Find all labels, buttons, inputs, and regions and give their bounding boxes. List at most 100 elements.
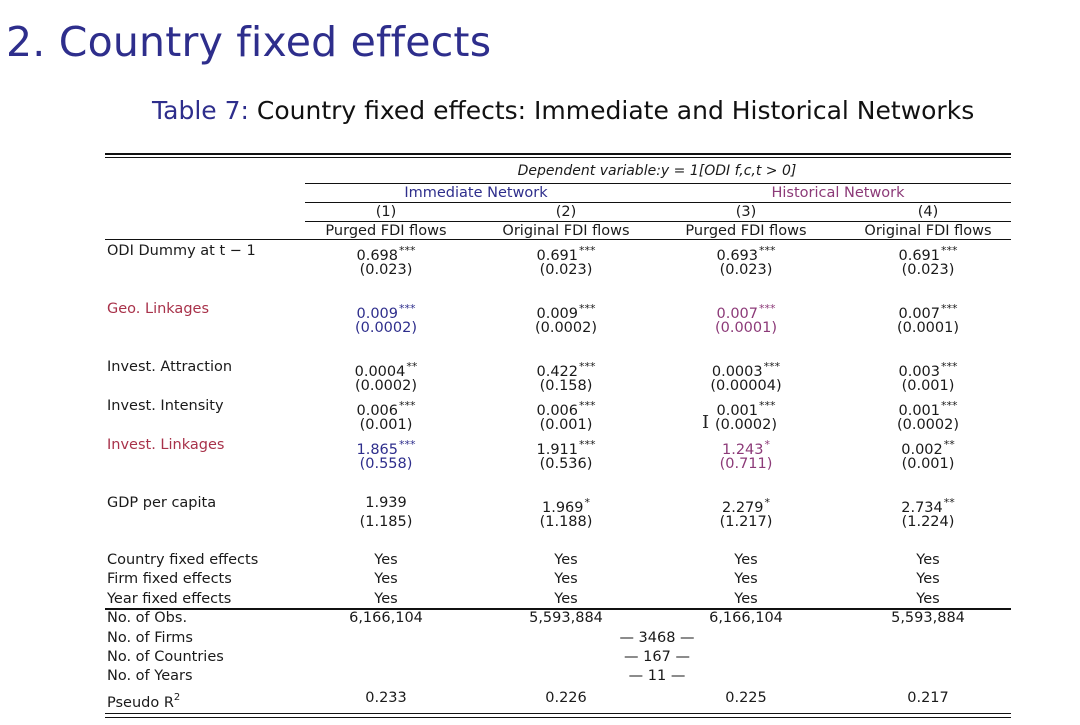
standard-error-cell: (1.217) xyxy=(719,514,773,530)
significance-stars: ** xyxy=(406,360,418,373)
significance-stars: *** xyxy=(399,399,416,412)
group-historical: Historical Network xyxy=(771,185,905,201)
significance-stars: *** xyxy=(399,302,416,315)
coefficient-value: 0.001 xyxy=(898,403,941,419)
coefficient-cell: 0.691*** xyxy=(898,242,957,265)
coefficient-value: 0.422 xyxy=(536,364,579,380)
standard-error-cell: (0.558) xyxy=(359,456,413,472)
standard-error-cell: (1.224) xyxy=(901,514,955,530)
fixed-effect-value: Yes xyxy=(916,552,940,568)
standard-error-cell: (0.536) xyxy=(539,456,593,472)
significance-stars: ** xyxy=(943,438,955,451)
fixed-effect-value: Yes xyxy=(734,552,758,568)
coefficient-cell: 1.243* xyxy=(722,436,770,459)
coefficient-cell: 0.003*** xyxy=(898,358,957,381)
coefficient-value: 0.0004 xyxy=(354,364,406,380)
standard-error-cell: (0.001) xyxy=(901,378,955,394)
fixed-effect-value: Yes xyxy=(734,571,758,587)
caption-text: Country fixed effects: Immediate and His… xyxy=(256,96,975,125)
column-number: (2) xyxy=(555,204,577,220)
coefficient-cell: 2.279* xyxy=(722,494,770,517)
column-label: Original FDI flows xyxy=(502,223,630,239)
coefficient-value: 0.698 xyxy=(356,248,399,264)
row-label: Invest. Linkages xyxy=(107,437,225,453)
standard-error-cell: (0.023) xyxy=(901,262,955,278)
coefficient-cell: 0.006*** xyxy=(536,397,595,420)
caption-label: Table 7: xyxy=(152,96,249,125)
column-number: (1) xyxy=(375,204,397,220)
obs-value: 6,166,104 xyxy=(709,610,783,626)
standard-error-cell: (0.0001) xyxy=(896,320,960,336)
r2-value: 0.225 xyxy=(725,690,767,706)
coefficient-cell: 1.969* xyxy=(542,494,590,517)
coefficient-value: 0.007 xyxy=(716,306,759,322)
coefficient-value: 0.007 xyxy=(898,306,941,322)
significance-stars: * xyxy=(764,438,771,451)
row-label: GDP per capita xyxy=(107,495,217,511)
coefficient-cell: 0.422*** xyxy=(536,358,595,381)
coefficient-value: 1.911 xyxy=(536,442,579,458)
table-caption: Table 7: Country fixed effects: Immediat… xyxy=(152,96,974,125)
dependent-variable: Dependent variable:y = 1[ODI f,c,t > 0] xyxy=(517,163,797,179)
obs-value: 5,593,884 xyxy=(891,610,965,626)
fixed-effect-label: Country fixed effects xyxy=(107,552,259,568)
fixed-effect-value: Yes xyxy=(916,571,940,587)
slide-title: 2. Country fixed effects xyxy=(6,18,492,66)
significance-stars: *** xyxy=(941,399,958,412)
stat-label-r2: Pseudo R2 xyxy=(107,692,181,711)
standard-error-cell: (0.001) xyxy=(359,417,413,433)
coefficient-cell: 0.691*** xyxy=(536,242,595,265)
coefficient-cell: 0.001*** xyxy=(716,397,775,420)
significance-stars: *** xyxy=(763,360,781,373)
bottom-rule-2 xyxy=(105,717,1011,718)
standard-error-cell: (0.0002) xyxy=(714,417,778,433)
significance-stars: *** xyxy=(579,244,596,257)
colnum-rule xyxy=(305,221,1011,222)
standard-error-cell: (0.023) xyxy=(539,262,593,278)
coefficient-value: 0.002 xyxy=(901,442,943,458)
standard-error-cell: (0.158) xyxy=(539,378,593,394)
r2-superscript: 2 xyxy=(173,692,181,703)
standard-error-cell: (0.0001) xyxy=(714,320,778,336)
coefficient-value: 1.939 xyxy=(365,495,407,511)
coefficient-value: 0.009 xyxy=(356,306,399,322)
column-label: Original FDI flows xyxy=(864,223,992,239)
dep-var-rule xyxy=(305,183,1011,184)
header-rule xyxy=(105,239,1011,240)
significance-stars: * xyxy=(764,496,771,509)
coefficient-value: 0.006 xyxy=(536,403,579,419)
coefficient-cell: 0.009*** xyxy=(356,300,415,323)
coefficient-cell: 0.002** xyxy=(901,436,955,459)
significance-stars: *** xyxy=(759,244,776,257)
coefficient-cell: 0.006*** xyxy=(356,397,415,420)
fixed-effect-label: Year fixed effects xyxy=(107,591,232,607)
coefficient-cell: 0.007*** xyxy=(898,300,957,323)
coefficient-cell: 0.693*** xyxy=(716,242,775,265)
row-label: Invest. Intensity xyxy=(107,398,224,414)
obs-value: 5,593,884 xyxy=(529,610,603,626)
fixed-effect-value: Yes xyxy=(734,591,758,607)
coefficient-value: 0.006 xyxy=(356,403,399,419)
fixed-effect-value: Yes xyxy=(554,552,578,568)
coefficient-cell: 1.911*** xyxy=(536,436,595,459)
standard-error-cell: (0.001) xyxy=(901,456,955,472)
column-number: (4) xyxy=(917,204,939,220)
r2-value: 0.233 xyxy=(365,690,407,706)
significance-stars: ** xyxy=(943,496,955,509)
bottom-rule xyxy=(105,713,1011,714)
row-label: ODI Dummy at t − 1 xyxy=(107,243,256,259)
significance-stars: *** xyxy=(941,244,958,257)
row-label: Geo. Linkages xyxy=(107,301,209,317)
stats-rule xyxy=(105,608,1011,610)
coefficient-cell: 0.0004** xyxy=(355,358,418,381)
significance-stars: *** xyxy=(941,360,958,373)
coefficient-value: 0.0003 xyxy=(711,364,763,380)
standard-error-cell: (0.023) xyxy=(719,262,773,278)
top-rule-2 xyxy=(105,157,1011,158)
stat-label-firms: No. of Firms xyxy=(107,630,193,646)
coefficient-cell: 1.865*** xyxy=(356,436,415,459)
coefficient-value: 0.693 xyxy=(716,248,759,264)
significance-stars: * xyxy=(584,496,591,509)
significance-stars: *** xyxy=(759,302,776,315)
standard-error-cell: (0.00004) xyxy=(710,378,782,394)
